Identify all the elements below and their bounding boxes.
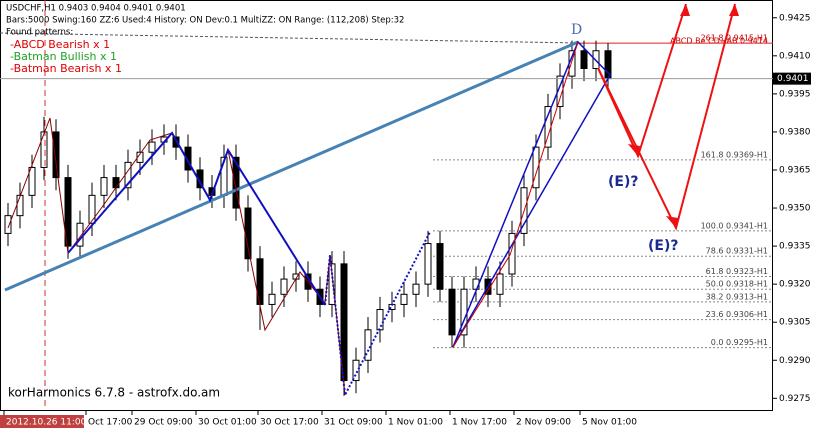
x-tick-label: 1 Nov 17:00 xyxy=(452,418,507,428)
x-tick-label: 29 Oct 09:00 xyxy=(134,418,193,428)
candle-body xyxy=(508,232,516,275)
x-tick-label: 1 Nov 01:00 xyxy=(388,418,443,428)
fib-label: 100.0 0.9341-H1 xyxy=(701,221,768,230)
header-title: USDCHF,H1 0.9403 0.9404 0.9401 0.9401 xyxy=(6,4,186,14)
y-tick-label: 0.9410 xyxy=(779,51,811,61)
candle-body xyxy=(52,131,60,179)
y-tick-label: 0.9305 xyxy=(779,318,811,328)
pattern-blue-dotted xyxy=(324,231,431,399)
y-tick-label: 0.9335 xyxy=(779,242,811,252)
candle-body xyxy=(64,177,72,247)
arrow-head xyxy=(628,144,640,156)
x-tick-label: 30 Oct 17:00 xyxy=(260,418,319,428)
candle-body xyxy=(112,177,120,189)
x-tick-label: 30 Oct 01:00 xyxy=(198,418,257,428)
y-tick-label: 0.9380 xyxy=(779,127,811,137)
candle-body xyxy=(16,194,24,217)
y-tick-label: 0.9320 xyxy=(779,280,811,290)
current-price-box xyxy=(773,72,811,85)
x-tick-label: 5 Nov 01:00 xyxy=(582,418,637,428)
marks xyxy=(0,40,773,396)
candle-body xyxy=(532,146,540,189)
pattern-blue xyxy=(67,131,326,306)
abcd-label: ABCD Be CD=AB 0.9414 xyxy=(670,37,768,46)
pattern-entry: -Batman Bearish x 1 xyxy=(10,62,122,75)
candle-body xyxy=(400,293,408,305)
fib-label: 38.2 0.9313-H1 xyxy=(706,292,768,301)
pattern-red xyxy=(452,41,579,348)
candle-body xyxy=(28,166,36,196)
candle-body xyxy=(364,329,372,361)
patterns-heading: Found patterns: xyxy=(6,28,73,38)
trend-dotted xyxy=(0,32,579,44)
candle-body xyxy=(436,243,444,290)
candle-body xyxy=(328,263,336,305)
fib-label: 23.6 0.9306-H1 xyxy=(706,310,768,319)
arrow-head xyxy=(680,4,690,16)
y-tick-label: 0.9350 xyxy=(779,204,811,214)
fib-label: 161.8 0.9369-H1 xyxy=(701,150,768,159)
x-tick-label: 2 Nov 09:00 xyxy=(516,418,571,428)
fib-label: 61.8 0.9323-H1 xyxy=(706,267,768,276)
x-label-highlight xyxy=(0,415,84,428)
arrow-head xyxy=(729,4,739,16)
candle-body xyxy=(136,151,144,163)
candle-body xyxy=(352,359,360,382)
pattern-entry: -ABCD Bearish x 1 xyxy=(10,38,110,51)
y-tick-label: 0.9425 xyxy=(779,13,811,23)
point-label: D xyxy=(571,22,582,38)
fib-label: 0.0 0.9295-H1 xyxy=(711,338,768,347)
pattern-blue-2 xyxy=(452,40,611,348)
candle-body xyxy=(496,273,504,295)
plot-frame xyxy=(0,0,773,411)
candle-body xyxy=(424,243,432,285)
candle-body xyxy=(412,283,420,295)
footer: korHarmonics 6.7.8 - astrofx.do.am xyxy=(8,386,220,400)
overlays xyxy=(0,0,739,410)
candle-body xyxy=(376,309,384,331)
candle-body xyxy=(448,288,456,336)
projection-label: (E)? xyxy=(608,174,638,190)
candle-body xyxy=(580,50,588,69)
trend-line xyxy=(4,40,579,292)
projection-label: (E)? xyxy=(648,238,678,254)
x-tick-label: 2012.10.26 11:00 xyxy=(6,418,87,428)
x-tick-label: Oct 17:00 xyxy=(88,418,133,428)
arrow-head xyxy=(666,216,678,228)
y-tick-label: 0.9365 xyxy=(779,165,811,175)
settings-line: Bars:5000 Swing:160 ZZ:6 Used:4 History:… xyxy=(6,16,404,26)
candle-body xyxy=(268,293,276,305)
fib-label: 50.0 0.9318-H1 xyxy=(706,280,768,289)
candle-body xyxy=(184,146,192,171)
candle-body xyxy=(232,156,240,209)
candle-body xyxy=(40,131,48,168)
pattern-entry: -Batman Bullish x 1 xyxy=(10,50,117,63)
fib-label: 78.6 0.9331-H1 xyxy=(706,247,768,256)
y-tick-label: 0.9395 xyxy=(779,89,811,99)
candle-body xyxy=(280,278,288,295)
candle-body xyxy=(244,207,252,260)
y-tick-label: 0.9290 xyxy=(779,356,811,366)
candle-body xyxy=(100,177,108,196)
candle-body xyxy=(4,215,12,234)
current-price-label: 0.9401 xyxy=(777,74,809,84)
fib-label: 261.8 0.9415-H1 xyxy=(701,34,768,43)
x-tick-label: 31 Oct 09:00 xyxy=(324,418,383,428)
candle-body xyxy=(148,141,156,153)
y-tick-label: 0.9275 xyxy=(779,394,811,404)
candle-body xyxy=(88,194,96,224)
